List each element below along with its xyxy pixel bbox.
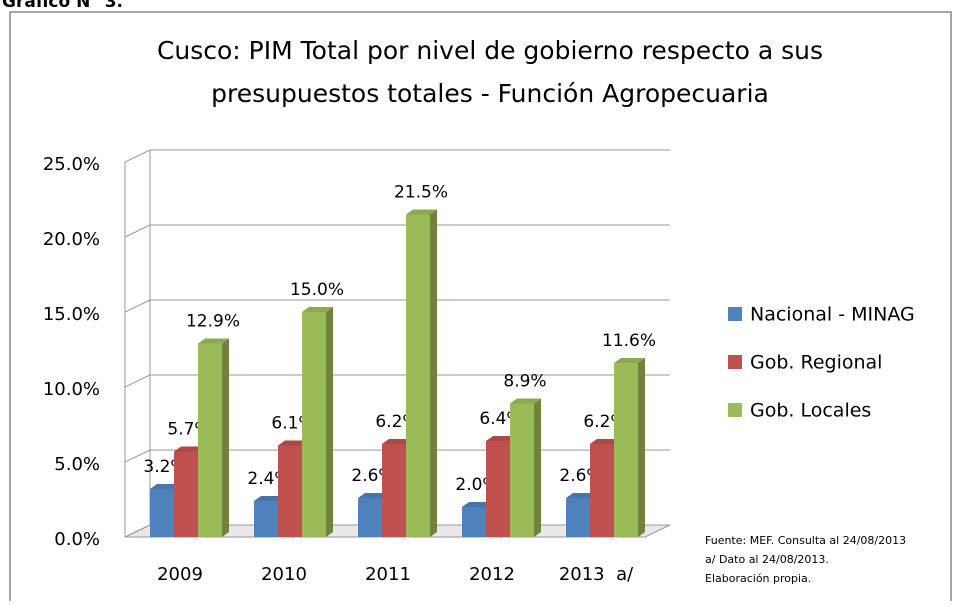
note: a/ Dato al 24/08/2013. — [705, 553, 829, 566]
bar-face — [510, 403, 534, 537]
bar — [198, 338, 229, 537]
legend-swatch — [728, 403, 742, 417]
bar — [614, 358, 645, 537]
bar-face — [254, 496, 285, 501]
note: Fuente: MEF. Consulta al 24/08/2013 — [705, 534, 906, 547]
bar-face — [198, 338, 229, 344]
legend-swatch — [728, 307, 742, 321]
bar-face — [150, 489, 174, 537]
bar-face — [406, 214, 430, 537]
bar-face — [382, 444, 406, 537]
y-tick-label: 10.0% — [43, 379, 100, 400]
chart-title: Cusco: PIM Total por nivel de gobierno r… — [157, 36, 823, 65]
bar-face — [486, 441, 510, 537]
bar-face — [462, 507, 486, 537]
bar-face — [590, 439, 621, 444]
note: Elaboración propia. — [705, 572, 811, 585]
data-label: 15.0% — [290, 280, 344, 300]
y-tick-label: 5.0% — [54, 454, 100, 475]
y-tick-label: 25.0% — [43, 154, 100, 175]
legend-label: Nacional - MINAG — [750, 304, 915, 326]
legend-label: Gob. Locales — [750, 400, 871, 422]
x-tick-label: 2012 — [469, 564, 515, 585]
x-tick-label: 2010 — [261, 564, 307, 585]
legend-swatch — [728, 355, 742, 369]
bar — [486, 436, 517, 537]
grid-line — [124, 149, 151, 163]
grid-line — [124, 374, 151, 388]
x-tick-label: 2013 a/ — [559, 564, 634, 585]
bar-face — [406, 209, 437, 215]
grid-line — [124, 299, 151, 313]
bar-face — [462, 502, 493, 507]
bar-face — [614, 358, 645, 363]
data-label: 8.9% — [503, 372, 546, 392]
bar — [406, 209, 437, 537]
bar-face — [534, 398, 541, 537]
data-label: 12.9% — [186, 312, 240, 332]
bar-face — [566, 498, 590, 537]
bar-face — [278, 440, 309, 446]
bar-face — [358, 493, 389, 498]
grid-line — [124, 224, 151, 238]
x-tick-label: 2011 — [365, 564, 411, 585]
bar-face — [278, 445, 302, 537]
data-label: 21.5% — [394, 183, 448, 203]
bar-face — [174, 451, 198, 537]
x-tick-label: 2009 — [157, 564, 203, 585]
grid-line — [124, 449, 151, 463]
heading: Gráfico N° 3. — [2, 0, 123, 12]
bar-face — [302, 312, 326, 537]
bar-face — [222, 338, 229, 537]
bar — [510, 398, 541, 537]
chart-title: presupuestos totales - Función Agropecua… — [211, 79, 769, 108]
y-tick-label: 20.0% — [43, 229, 100, 250]
bar-face — [430, 209, 437, 537]
bar-face — [198, 343, 222, 537]
bar-face — [382, 439, 413, 444]
bar-face — [254, 501, 278, 537]
bar-face — [566, 493, 597, 498]
bar-face — [638, 358, 645, 537]
bar-face — [486, 436, 517, 441]
data-label: 11.6% — [602, 331, 656, 351]
bar-face — [614, 363, 638, 537]
bar-face — [174, 446, 205, 452]
bar-face — [358, 498, 382, 537]
legend-label: Gob. Regional — [750, 352, 882, 374]
bar-face — [326, 307, 333, 537]
bar — [302, 307, 333, 537]
bar-face — [150, 484, 181, 489]
y-tick-label: 15.0% — [43, 304, 100, 325]
grid-line — [124, 524, 151, 538]
bar-face — [590, 444, 614, 537]
bar-face — [510, 398, 541, 404]
frame — [9, 11, 952, 605]
y-tick-label: 0.0% — [54, 529, 100, 550]
bar-face — [302, 307, 333, 312]
